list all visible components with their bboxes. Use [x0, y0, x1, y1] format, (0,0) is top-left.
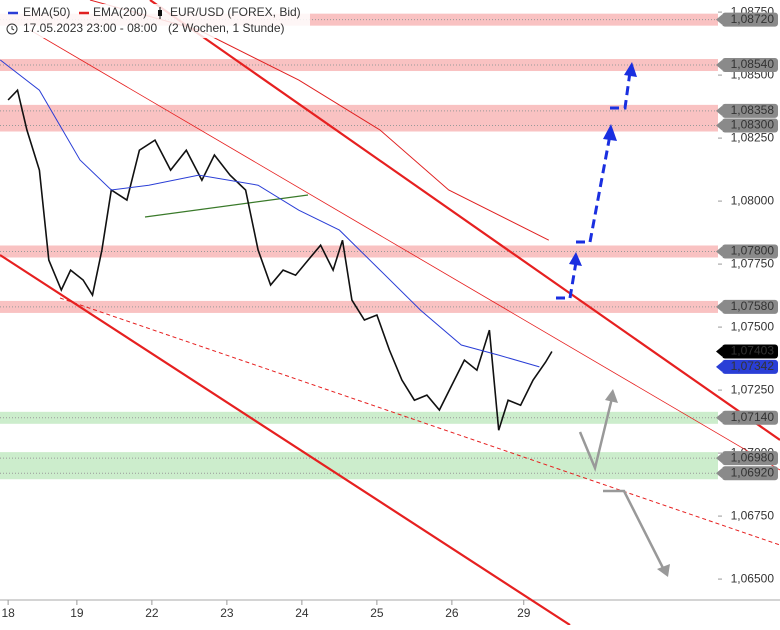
level-label-bg — [722, 410, 778, 425]
level-label-bg — [722, 466, 778, 481]
zone — [0, 245, 718, 258]
legend: EMA(50) EMA(200) EUR/USD (FOREX, Bid) 17… — [0, 4, 310, 38]
clock-icon — [6, 23, 18, 35]
level-label-pointer — [716, 301, 722, 312]
x-tick-label: 26 — [445, 606, 459, 620]
clock-icon — [11, 26, 15, 31]
level-label-bg — [722, 12, 778, 27]
legend-bg — [0, 4, 310, 38]
arrow-head — [605, 389, 618, 403]
arrow-head — [603, 124, 617, 141]
x-tick-label: 24 — [295, 606, 309, 620]
price-line — [0, 59, 540, 368]
price-marker-pointer — [716, 361, 722, 372]
zone — [0, 452, 718, 480]
level-label: 1,08358 — [731, 103, 775, 117]
price-marker-label: 1,07342 — [731, 359, 775, 373]
x-tick-label: 23 — [220, 606, 234, 620]
x-tick-label: 22 — [145, 606, 159, 620]
level-label: 1,06920 — [731, 465, 775, 479]
level-label-bg — [722, 118, 778, 133]
forecast-arrow — [610, 71, 632, 110]
y-tick-label: 1,08000 — [731, 193, 775, 207]
level-label-bg — [722, 58, 778, 73]
y-tick-label: 1,08250 — [731, 130, 775, 144]
trend-line — [0, 254, 571, 626]
level-label: 1,07140 — [731, 410, 775, 424]
level-label-pointer — [716, 14, 722, 25]
trend-line — [29, 29, 780, 471]
zone — [0, 411, 718, 424]
y-tick-label: 1,07250 — [731, 382, 775, 396]
zone — [0, 300, 718, 313]
level-label: 1,08720 — [731, 12, 775, 26]
level-label-pointer — [716, 105, 722, 116]
price-marker-label: 1,07403 — [731, 344, 775, 358]
scenario-arrow — [578, 397, 614, 473]
subtitle: 17.05.2023 23:00 - 08:00 — [23, 21, 157, 35]
zones — [0, 13, 718, 480]
y-tick-label: 1,06500 — [731, 571, 775, 585]
x-tick-label: 29 — [517, 606, 531, 620]
price-line — [7, 88, 553, 431]
zone — [0, 104, 718, 132]
forecast-arrow — [576, 134, 612, 244]
trend-line — [59, 297, 780, 546]
x-tick-label: 18 — [1, 606, 15, 620]
level-label: 1,08540 — [731, 57, 775, 71]
period: (2 Wochen, 1 Stunde) — [168, 21, 285, 35]
level-label: 1,07800 — [731, 244, 775, 258]
level-label-pointer — [716, 120, 722, 131]
price-marker-bg — [722, 344, 778, 359]
level-label-bg — [722, 244, 778, 259]
level-label-bg — [722, 451, 778, 466]
level-label-pointer — [716, 60, 722, 71]
level-label: 1,07580 — [731, 299, 775, 313]
y-tick-label: 1,07750 — [731, 256, 775, 270]
level-label: 1,06980 — [731, 450, 775, 464]
level-label-bg — [722, 299, 778, 314]
legend-swatch — [158, 10, 162, 16]
arrow-head — [569, 252, 582, 266]
arrow-head — [657, 564, 670, 577]
level-label-pointer — [716, 468, 722, 479]
level-label-pointer — [716, 453, 722, 464]
trend-line — [144, 194, 309, 218]
trend-line — [149, 0, 780, 441]
y-tick-label: 1,07500 — [731, 319, 775, 333]
price-marker-pointer — [716, 346, 722, 357]
y-tick-label: 1,06750 — [731, 508, 775, 522]
legend-label: EUR/USD (FOREX, Bid) — [170, 5, 301, 19]
forecast-arrow — [556, 261, 578, 300]
zone — [0, 59, 718, 72]
arrow-head — [624, 62, 637, 77]
x-tick-label: 25 — [370, 606, 384, 620]
level-label-pointer — [716, 246, 722, 257]
legend-label: EMA(200) — [93, 5, 147, 19]
price-marker-bg — [722, 359, 778, 374]
level-label-bg — [722, 103, 778, 118]
x-tick-label: 19 — [70, 606, 84, 620]
scenario-arrow — [603, 489, 666, 571]
level-label: 1,08300 — [731, 118, 775, 132]
level-label-pointer — [716, 412, 722, 423]
legend-label: EMA(50) — [23, 5, 70, 19]
